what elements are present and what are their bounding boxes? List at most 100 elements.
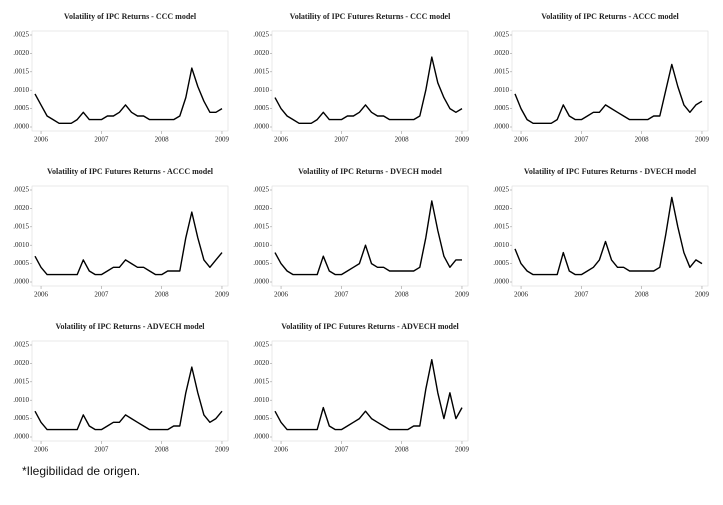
- y-tick-label: .0020: [493, 49, 509, 57]
- x-tick-label: 2009: [455, 291, 470, 299]
- chart-title: Volatility of IPC Futures Returns - ADVE…: [281, 322, 459, 331]
- x-tick-label: 2008: [635, 291, 650, 299]
- plot-frame: [271, 340, 469, 442]
- y-tick-label: .0015: [253, 67, 269, 75]
- plot-frame: [31, 185, 229, 287]
- y-tick-label: .0015: [13, 222, 29, 230]
- x-tick-label: 2006: [514, 136, 529, 144]
- x-tick-label: 2008: [395, 291, 410, 299]
- x-tick-label: 2009: [695, 291, 710, 299]
- y-tick-label: .0015: [253, 222, 269, 230]
- y-tick-label: .0025: [13, 341, 29, 349]
- y-tick-label: .0010: [13, 241, 29, 249]
- volatility-line: [34, 366, 223, 431]
- y-tick-label: .0000: [13, 433, 29, 441]
- chart-title: Volatility of IPC Returns - ADVECH model: [55, 322, 205, 331]
- y-tick-label: .0025: [493, 186, 509, 194]
- y-tick-label: .0010: [493, 86, 509, 94]
- x-tick-label: 2007: [94, 291, 109, 299]
- y-tick-label: .0000: [253, 433, 269, 441]
- x-tick-label: 2007: [94, 136, 109, 144]
- y-tick-label: .0020: [493, 204, 509, 212]
- y-tick-label: .0000: [253, 278, 269, 286]
- x-tick-label: 2006: [274, 291, 289, 299]
- chart-title: Volatility of IPC Futures Returns - ACCC…: [47, 167, 214, 176]
- y-tick-label: .0005: [493, 259, 509, 267]
- y-tick-label: .0015: [13, 67, 29, 75]
- y-tick-label: .0015: [253, 377, 269, 385]
- x-tick-label: 2007: [574, 291, 589, 299]
- y-tick-label: .0005: [13, 104, 29, 112]
- volatility-line: [274, 359, 463, 431]
- y-tick-label: .0020: [13, 359, 29, 367]
- volatility-line: [34, 211, 223, 276]
- y-tick-label: .0010: [253, 241, 269, 249]
- x-tick-label: 2008: [395, 136, 410, 144]
- y-tick-label: .0000: [493, 123, 509, 131]
- y-tick-label: .0005: [253, 259, 269, 267]
- chart-title: Volatility of IPC Futures Returns - DVEC…: [524, 167, 697, 176]
- x-tick-label: 2007: [574, 136, 589, 144]
- volatility-line: [274, 200, 462, 276]
- y-tick-label: .0010: [13, 86, 29, 94]
- volatility-line: [274, 56, 463, 124]
- y-tick-label: .0020: [253, 204, 269, 212]
- plot-frame: [271, 185, 469, 287]
- y-tick-label: .0025: [493, 31, 509, 39]
- plot-frame: [511, 30, 709, 132]
- plot-frame: [31, 340, 229, 442]
- x-tick-label: 2008: [155, 136, 170, 144]
- y-tick-label: .0010: [13, 396, 29, 404]
- footnote: *Ilegibilidad de origen.: [22, 464, 141, 478]
- volatility-line: [514, 196, 703, 276]
- y-tick-label: .0010: [493, 241, 509, 249]
- y-tick-label: .0010: [253, 396, 269, 404]
- x-tick-label: 2008: [155, 291, 170, 299]
- x-tick-label: 2009: [215, 136, 230, 144]
- x-tick-label: 2009: [215, 291, 230, 299]
- y-tick-label: .0010: [253, 86, 269, 94]
- y-tick-label: .0005: [13, 259, 29, 267]
- plot-frame: [511, 185, 709, 287]
- x-tick-label: 2007: [334, 136, 349, 144]
- x-tick-label: 2006: [34, 136, 49, 144]
- y-tick-label: .0025: [13, 31, 29, 39]
- y-tick-label: .0020: [253, 359, 269, 367]
- chart-title: Volatility of IPC Returns - ACCC model: [541, 12, 679, 21]
- y-tick-label: .0005: [13, 414, 29, 422]
- x-tick-label: 2008: [155, 446, 170, 454]
- y-tick-label: .0000: [13, 123, 29, 131]
- y-tick-label: .0025: [253, 186, 269, 194]
- y-tick-label: .0015: [493, 67, 509, 75]
- chart-grid: Volatility of IPC Returns - CCC model .00…: [13, 12, 710, 454]
- x-tick-label: 2009: [455, 136, 470, 144]
- y-tick-label: .0000: [13, 278, 29, 286]
- chart-title: Volatility of IPC Returns - DVECH model: [298, 167, 442, 176]
- y-tick-label: .0025: [13, 186, 29, 194]
- volatility-line: [514, 63, 703, 124]
- chart-title: Volatility of IPC Returns - CCC model: [64, 12, 197, 21]
- x-tick-label: 2009: [215, 446, 230, 454]
- y-tick-label: .0020: [13, 49, 29, 57]
- x-tick-label: 2006: [34, 291, 49, 299]
- x-tick-label: 2006: [274, 136, 289, 144]
- y-tick-label: .0025: [253, 31, 269, 39]
- y-tick-label: .0020: [13, 204, 29, 212]
- y-tick-label: .0000: [493, 278, 509, 286]
- plot-frame: [31, 30, 229, 132]
- chart-title: Volatility of IPC Futures Returns - CCC …: [290, 12, 451, 21]
- y-tick-label: .0005: [253, 104, 269, 112]
- x-tick-label: 2008: [395, 446, 410, 454]
- plot-frame: [271, 30, 469, 132]
- x-tick-label: 2009: [455, 446, 470, 454]
- x-tick-label: 2006: [274, 446, 289, 454]
- x-tick-label: 2007: [334, 291, 349, 299]
- x-tick-label: 2006: [514, 291, 529, 299]
- x-tick-label: 2006: [34, 446, 49, 454]
- x-tick-label: 2007: [334, 446, 349, 454]
- x-tick-label: 2007: [94, 446, 109, 454]
- y-tick-label: .0020: [253, 49, 269, 57]
- y-tick-label: .0005: [253, 414, 269, 422]
- y-tick-label: .0015: [13, 377, 29, 385]
